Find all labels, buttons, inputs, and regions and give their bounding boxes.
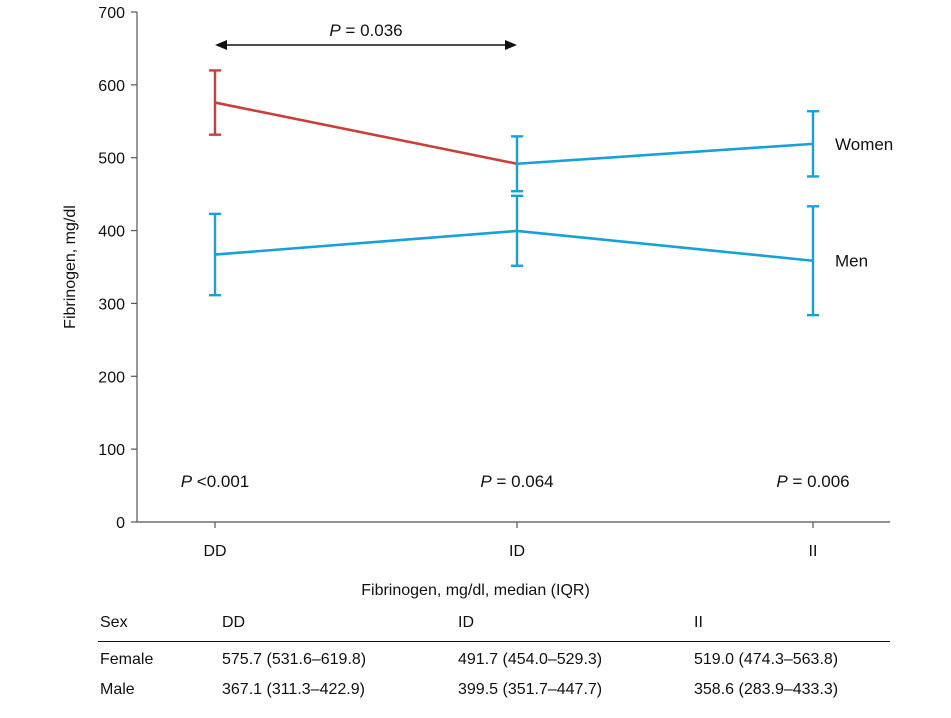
y-tick-label: 300 — [98, 296, 125, 313]
table-header-ii: II — [694, 614, 703, 631]
table-header-id: ID — [458, 614, 474, 631]
table-cell-ii: 358.6 (283.9–433.3) — [694, 681, 839, 698]
series-line-segment — [214, 101, 518, 166]
comparison-arrow-head-left — [215, 40, 227, 50]
y-tick-label: 500 — [98, 151, 125, 168]
comparison-arrow-head-right — [505, 40, 517, 50]
x-tick-label: II — [809, 543, 818, 560]
chart-marks: Women Men — [209, 69, 893, 317]
chart-annotations: P = 0.036 P <0.001 P = 0.064 P = 0.006 — [181, 21, 850, 491]
p-value-label: P <0.001 — [181, 472, 250, 491]
y-tick-label: 100 — [98, 442, 125, 459]
y-axis-label: Fibrinogen, mg/dl — [62, 205, 79, 329]
table-row: Female 575.7 (531.6–619.8) 491.7 (454.0–… — [98, 651, 890, 673]
series-line-segment — [516, 229, 814, 263]
y-tick-label: 200 — [98, 369, 125, 386]
comparison-p-label: P = 0.036 — [329, 21, 402, 40]
x-tick-label: DD — [203, 543, 226, 560]
series-label-women: Women — [835, 135, 893, 154]
chart-axes: 0 100 200 300 400 500 600 700 DD ID II Fibrinogen, … — [62, 5, 890, 560]
table-cell-sex: Female — [100, 651, 154, 668]
p-value-label: P = 0.064 — [480, 472, 553, 491]
y-tick-label: 600 — [98, 78, 125, 95]
series-line-segment — [516, 142, 814, 166]
y-tick-label: 0 — [116, 515, 125, 532]
y-tick-label: 400 — [98, 224, 125, 241]
table-row: Male 367.1 (311.3–422.9) 399.5 (351.7–44… — [98, 681, 890, 703]
table-cell-dd: 575.7 (531.6–619.8) — [222, 651, 367, 668]
table-header-sex: Sex — [100, 614, 128, 631]
table-cell-dd: 367.1 (311.3–422.9) — [222, 681, 365, 698]
x-tick-label: ID — [509, 543, 525, 560]
table-rule — [98, 641, 890, 642]
table-cell-id: 399.5 (351.7–447.7) — [458, 681, 603, 698]
fibrinogen-chart: 0 100 200 300 400 500 600 700 DD ID II Fibrinogen, … — [62, 5, 893, 560]
table-header-row: Sex DD ID II — [98, 614, 890, 636]
series-label-men: Men — [835, 252, 868, 271]
table-cell-sex: Male — [100, 681, 135, 698]
table-cell-id: 491.7 (454.0–529.3) — [458, 651, 603, 668]
table-cell-ii: 519.0 (474.3–563.8) — [694, 651, 839, 668]
p-value-label: P = 0.006 — [776, 472, 849, 491]
series-line-segment — [214, 229, 518, 256]
table-header-dd: DD — [222, 614, 246, 631]
y-tick-label: 700 — [98, 5, 125, 22]
table-caption: Fibrinogen, mg/dl, median (IQR) — [361, 582, 590, 599]
